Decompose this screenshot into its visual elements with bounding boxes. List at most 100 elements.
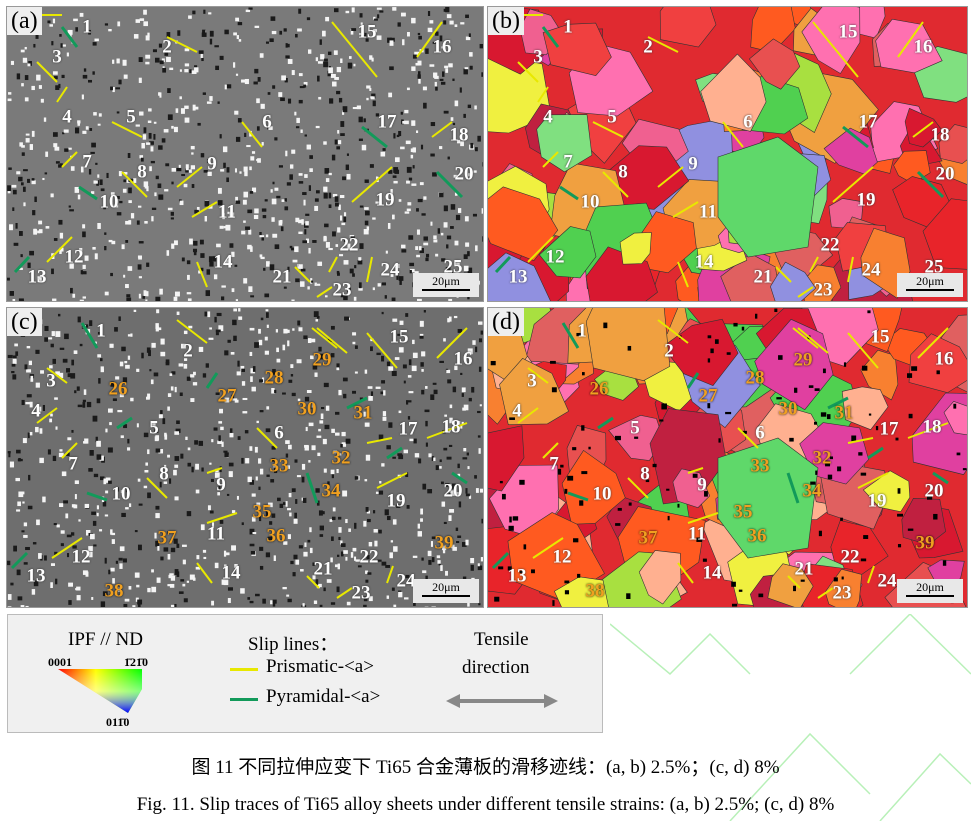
ipf-corner-0001: 0001	[48, 655, 72, 669]
grain-number: 15	[389, 326, 409, 348]
grain-number: 2	[643, 36, 653, 58]
panel-c-sem: 1 2 3 4 5 6 7 8 9 10 11 12 13 14 15 16 17 18 19 20 21 22 23 24 2…	[6, 307, 484, 608]
grain-number: 13	[508, 266, 528, 288]
prismatic-slip-line	[36, 61, 58, 83]
grain-number: 19	[867, 490, 887, 512]
scale-bar-label: 20μm	[432, 274, 460, 288]
grain-number: 8	[159, 463, 169, 485]
pyramidal-line-swatch	[230, 698, 258, 701]
grain-number: 5	[149, 417, 159, 439]
pyramidal-slip-line	[451, 471, 468, 485]
grain-number: 11	[688, 523, 706, 545]
grain-number: 23	[813, 279, 833, 301]
pyramidal-slip-line	[827, 396, 849, 410]
pyramidal-slip-line	[13, 255, 31, 274]
prismatic-slip-line	[46, 367, 68, 384]
grain-number: 17	[879, 418, 899, 440]
prismatic-slip-line	[917, 327, 949, 359]
prismatic-slip-line	[907, 422, 949, 439]
grain-number: 3	[52, 46, 62, 68]
tensile-label-2: direction	[462, 657, 530, 678]
prismatic-slip-line	[386, 565, 394, 584]
prismatic-slip-line	[121, 171, 148, 198]
grain-number: 21	[753, 266, 773, 288]
prismatic-slip-line	[306, 575, 320, 589]
grain-number: 24	[380, 259, 400, 281]
prismatic-slip-line	[176, 166, 203, 188]
grain-number: 21	[794, 558, 814, 580]
pyramidal-slip-line	[386, 446, 403, 460]
grain-number: 39	[434, 532, 454, 554]
prismatic-slip-line	[857, 472, 889, 489]
prismatic-slip-line	[46, 236, 73, 263]
grain-number: 31	[353, 402, 373, 424]
grain-number: 20	[935, 163, 955, 185]
grain-number: 6	[743, 111, 753, 133]
prismatic-slip-line	[51, 537, 83, 559]
pyramidal-slip-line	[867, 446, 884, 460]
prismatic-slip-line	[832, 166, 874, 203]
prismatic-slip-line	[416, 21, 443, 58]
prismatic-slip-line	[775, 266, 792, 283]
pyramidal-slip-line	[686, 372, 700, 389]
prismatic-slip-line	[602, 171, 629, 198]
prismatic-slip-line	[111, 121, 143, 138]
grain-number: 16	[913, 36, 933, 58]
prismatic-line-swatch	[230, 668, 258, 671]
grain-number: 4	[31, 400, 41, 422]
ipf-grain-map	[488, 7, 967, 301]
grain-number: 33	[750, 455, 770, 477]
grain-number: 37	[157, 527, 177, 549]
grain-number: 27	[217, 385, 237, 407]
prismatic-slip-line	[517, 61, 539, 83]
grain-number: 14	[221, 562, 241, 584]
grain-number: 12	[64, 246, 84, 268]
prismatic-slip-line	[809, 256, 819, 273]
slip-lines-title: Slip lines：	[248, 634, 339, 655]
prismatic-slip-line	[366, 332, 398, 369]
prismatic-slip-line	[527, 236, 554, 263]
prismatic-slip-line	[532, 537, 564, 559]
pyramidal-slip-line	[541, 26, 560, 48]
grain-number: 15	[870, 326, 890, 348]
prismatic-slip-line	[331, 21, 378, 78]
prismatic-slip-line	[657, 166, 684, 188]
grain-number: 4	[543, 106, 553, 128]
grain-number: 10	[580, 191, 600, 213]
prismatic-slip-line	[316, 327, 348, 354]
grain-number: 2	[664, 340, 674, 362]
grain-number: 24	[396, 570, 416, 592]
ipf-grain-map	[488, 308, 967, 607]
pyramidal-slip-line	[842, 125, 869, 149]
scale-bar: 20μm	[413, 579, 479, 603]
grain-number: 20	[924, 480, 944, 502]
grain-number: 36	[747, 525, 767, 547]
grain-number: 25	[443, 256, 463, 278]
ipf-corner-01-10: 011̄0	[106, 715, 130, 729]
prismatic-slip-line	[847, 437, 874, 444]
prismatic-slip-line	[847, 256, 854, 283]
prismatic-slip-line	[328, 256, 338, 273]
grain-number: 10	[592, 483, 612, 505]
caption-english: Fig. 11. Slip traces of Ti65 alloy sheet…	[136, 794, 835, 815]
prismatic-slip-line	[592, 121, 624, 138]
grain-number: 9	[697, 474, 707, 496]
scale-bar-line	[906, 289, 954, 291]
ipf-title: IPF // ND	[68, 629, 143, 650]
grain-number: 17	[398, 418, 418, 440]
prismatic-slip-line	[792, 327, 819, 349]
grain-number: 27	[698, 385, 718, 407]
grain-number: 2	[183, 340, 193, 362]
grain-number: 5	[630, 417, 640, 439]
pyramidal-slip-line	[559, 185, 579, 201]
grain-number: 1	[82, 16, 92, 38]
prismatic-slip-line	[56, 86, 68, 103]
grain-number: 16	[453, 348, 473, 370]
grain-number: 31	[834, 402, 854, 424]
grain-number: 3	[46, 370, 56, 392]
pyramidal-slip-line	[567, 491, 589, 502]
grain-number: 34	[321, 480, 341, 502]
pyramidal-slip-line	[561, 322, 580, 349]
grain-number: 22	[359, 546, 379, 568]
prismatic-slip-line	[657, 319, 689, 344]
